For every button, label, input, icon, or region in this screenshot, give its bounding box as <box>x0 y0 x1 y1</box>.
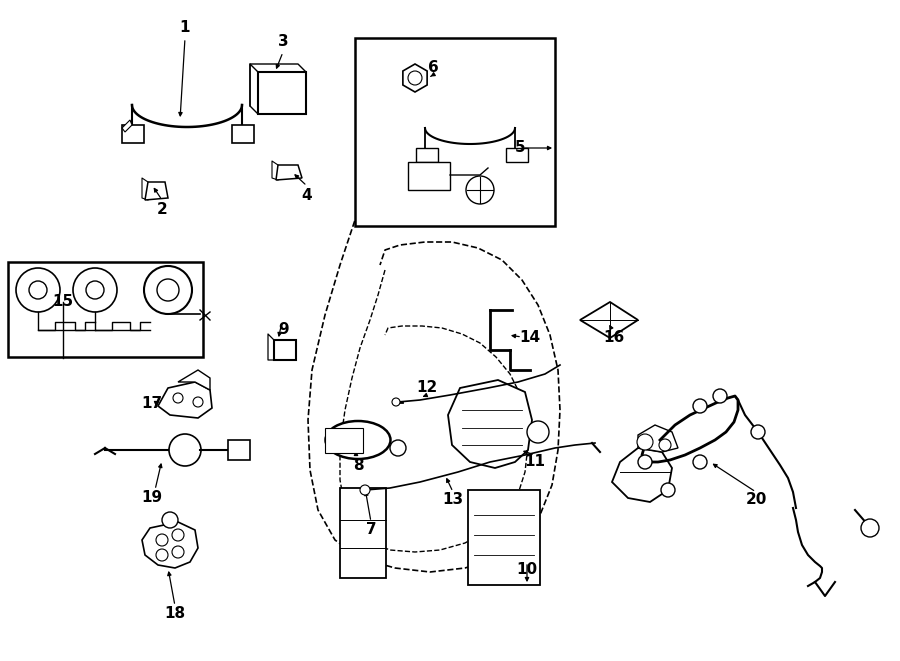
Text: 14: 14 <box>519 329 541 344</box>
Circle shape <box>466 176 494 204</box>
Circle shape <box>162 512 178 528</box>
Bar <box>258 72 306 114</box>
Text: 1: 1 <box>180 20 190 36</box>
Circle shape <box>659 439 671 451</box>
Polygon shape <box>403 64 427 92</box>
Text: 16: 16 <box>603 329 625 344</box>
Circle shape <box>751 425 765 439</box>
Text: 18: 18 <box>165 607 185 621</box>
Circle shape <box>156 549 168 561</box>
Bar <box>408 162 450 190</box>
Circle shape <box>193 397 203 407</box>
Circle shape <box>661 483 675 497</box>
Polygon shape <box>448 380 532 468</box>
Text: 9: 9 <box>279 323 289 338</box>
Text: 2: 2 <box>157 202 167 217</box>
Bar <box>232 125 254 143</box>
Circle shape <box>156 534 168 546</box>
Text: 11: 11 <box>525 455 545 469</box>
Circle shape <box>173 393 183 403</box>
Polygon shape <box>145 182 168 200</box>
Text: 12: 12 <box>417 381 437 395</box>
Circle shape <box>638 455 652 469</box>
Circle shape <box>713 389 727 403</box>
Bar <box>228 440 250 460</box>
Circle shape <box>169 434 201 466</box>
Polygon shape <box>122 120 132 132</box>
Text: 7: 7 <box>365 522 376 537</box>
Circle shape <box>390 440 406 456</box>
Circle shape <box>144 266 192 314</box>
Bar <box>340 488 386 578</box>
Polygon shape <box>580 302 638 338</box>
Polygon shape <box>158 382 212 418</box>
Ellipse shape <box>326 421 391 459</box>
Circle shape <box>861 519 879 537</box>
Circle shape <box>16 268 60 312</box>
Circle shape <box>527 421 549 443</box>
Circle shape <box>392 398 400 406</box>
Text: 5: 5 <box>515 141 526 155</box>
Bar <box>506 148 528 162</box>
Circle shape <box>360 485 370 495</box>
Text: 6: 6 <box>428 61 438 75</box>
Polygon shape <box>178 370 210 390</box>
Text: 3: 3 <box>278 34 288 50</box>
Bar <box>274 340 296 360</box>
Circle shape <box>157 279 179 301</box>
Text: 17: 17 <box>141 395 163 410</box>
Text: 15: 15 <box>52 295 74 309</box>
Text: 4: 4 <box>302 188 312 202</box>
Polygon shape <box>612 448 672 502</box>
Circle shape <box>86 281 104 299</box>
Bar <box>325 428 363 453</box>
Bar <box>416 148 438 162</box>
Bar <box>468 490 540 585</box>
Circle shape <box>693 455 707 469</box>
Polygon shape <box>638 425 678 452</box>
Circle shape <box>73 268 117 312</box>
Circle shape <box>637 434 653 450</box>
Circle shape <box>172 546 184 558</box>
Text: 8: 8 <box>353 459 364 473</box>
Circle shape <box>408 71 422 85</box>
Bar <box>8 262 203 357</box>
Text: 13: 13 <box>443 492 464 508</box>
Polygon shape <box>142 522 198 568</box>
Text: 19: 19 <box>141 490 163 506</box>
Bar <box>355 38 555 226</box>
Text: 20: 20 <box>745 492 767 508</box>
Circle shape <box>172 529 184 541</box>
Circle shape <box>693 399 707 413</box>
Polygon shape <box>276 165 302 180</box>
Bar <box>122 125 144 143</box>
Circle shape <box>29 281 47 299</box>
Text: 10: 10 <box>517 563 537 578</box>
